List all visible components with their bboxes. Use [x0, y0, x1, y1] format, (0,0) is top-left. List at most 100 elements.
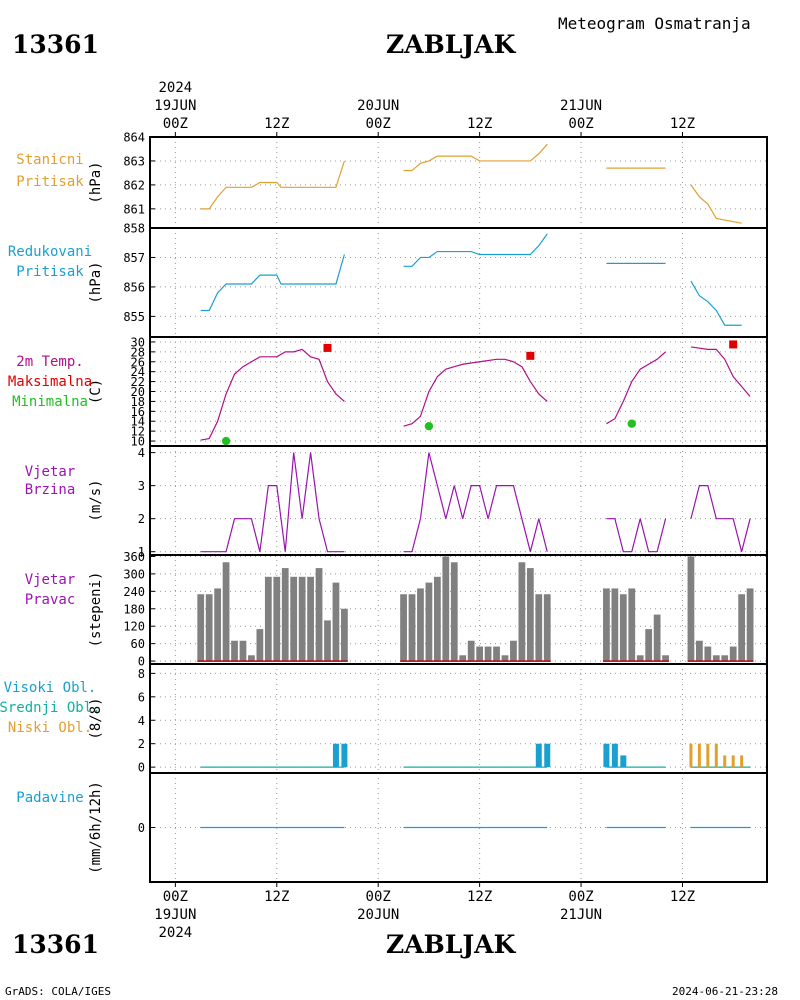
series-line: [606, 518, 667, 553]
max-temp-marker: [323, 343, 332, 352]
panel-frame: [149, 136, 768, 229]
panel-label: Padavine: [16, 790, 83, 806]
y-tick-label: 1: [138, 545, 145, 559]
series-line: [690, 184, 742, 224]
y-axis-unit-label: (mm/6h/12h): [88, 781, 104, 874]
cloud-cover-bar: [697, 743, 701, 768]
wind-direction-bar: [408, 594, 416, 662]
y-tick-label: 0: [138, 821, 145, 835]
x-date-label-top: 20JUN: [357, 98, 399, 114]
y-tick-label: 3: [138, 479, 145, 493]
cloud-cover-bar: [341, 743, 348, 768]
wind-direction-bar: [619, 594, 627, 662]
cloud-cover-bar: [731, 755, 735, 768]
wind-direction-bar: [332, 582, 340, 662]
x-tick-label-top: 00Z: [366, 116, 391, 132]
panel-frame: [149, 336, 768, 447]
wind-direction-bar: [467, 640, 475, 662]
wind-direction-bar: [729, 646, 737, 662]
wind-direction-bar: [543, 594, 551, 662]
x-tick-label-bottom: 12Z: [670, 889, 695, 905]
x-year-label-bottom: 2024: [158, 925, 192, 941]
panel-frame: [149, 227, 768, 338]
y-tick-label: 12: [131, 425, 145, 439]
y-tick-label: 861: [123, 202, 145, 216]
wind-direction-bar: [324, 620, 331, 662]
series-line: [200, 452, 345, 553]
wind-direction-bar: [264, 576, 272, 662]
wind-direction-bar: [738, 594, 746, 662]
x-year-label-top: 2024: [158, 80, 192, 96]
series-line: [403, 452, 548, 553]
cloud-cover-bar: [723, 755, 727, 768]
wind-direction-bar: [628, 588, 636, 662]
y-tick-label: 360: [123, 550, 145, 564]
y-tick-label: 20: [131, 385, 145, 399]
wind-direction-bar: [197, 594, 205, 662]
y-tick-label: 2: [138, 737, 145, 751]
series-line: [200, 254, 345, 312]
min-temp-marker: [627, 419, 636, 428]
y-tick-label: 862: [123, 178, 145, 192]
station-id-bottom: 13361: [12, 930, 99, 959]
series-line: [200, 160, 345, 210]
panel-label: Niski Obl.: [8, 720, 92, 736]
x-date-label-top: 19JUN: [154, 98, 196, 114]
series-line: [690, 346, 751, 397]
y-tick-label: 857: [123, 251, 145, 265]
wind-direction-bar: [746, 588, 754, 662]
wind-direction-bar: [611, 588, 619, 662]
min-temp-marker: [221, 436, 231, 446]
wind-direction-bar: [248, 655, 255, 662]
x-tick-label-bottom: 00Z: [366, 889, 391, 905]
wind-direction-bar: [721, 655, 729, 662]
wind-direction-bar: [687, 556, 695, 662]
y-axis-unit-label: (m/s): [88, 479, 104, 521]
cloud-cover-bar: [620, 755, 627, 768]
panel-frame: [149, 772, 768, 883]
cloud-cover-bar: [740, 755, 744, 768]
x-date-label-top: 21JUN: [560, 98, 602, 114]
wind-direction-bar: [222, 562, 230, 662]
wind-direction-bar: [653, 614, 661, 662]
y-tick-label: 18: [131, 395, 145, 409]
wind-direction-bar: [290, 576, 298, 662]
max-temp-marker: [526, 351, 535, 360]
wind-direction-bar: [476, 646, 484, 662]
y-tick-label: 4: [138, 446, 145, 460]
x-tick-label-bottom: 12Z: [264, 889, 289, 905]
panel-label: Stanicni: [16, 152, 83, 168]
x-tick-label-top: 00Z: [568, 116, 593, 132]
y-tick-label: 8: [138, 667, 145, 681]
panel-label: Brzina: [25, 482, 76, 498]
wind-direction-bar: [636, 655, 644, 662]
x-tick-label-bottom: 00Z: [163, 889, 188, 905]
cloud-cover-bar: [714, 743, 718, 768]
y-tick-label: 2: [138, 512, 145, 526]
series-line: [403, 143, 548, 172]
y-axis-unit-label: (8/8): [88, 697, 104, 739]
y-tick-label: 0: [138, 655, 145, 669]
y-tick-label: 6: [138, 690, 145, 704]
series-line: [690, 485, 751, 552]
wind-direction-bar: [535, 594, 543, 662]
x-tick-label-top: 12Z: [670, 116, 695, 132]
wind-direction-bar: [205, 594, 213, 662]
wind-direction-bar: [400, 594, 407, 662]
wind-direction-bar: [417, 588, 424, 662]
series-line: [403, 233, 548, 267]
y-axis-unit-label: (stepeni): [88, 572, 104, 648]
y-tick-label: 120: [123, 620, 145, 634]
wind-direction-bar: [603, 588, 610, 662]
series-line: [606, 351, 666, 425]
meteogram-title: Meteogram Osmatranja: [558, 14, 751, 33]
y-axis-unit-label: (C): [88, 379, 104, 404]
max-temp-marker: [729, 340, 738, 349]
y-tick-label: 30: [131, 335, 145, 349]
panel-label: Pritisak: [16, 264, 84, 280]
cloud-cover-bar: [706, 743, 710, 768]
wind-direction-bar: [459, 655, 467, 662]
panel-label: Srednji Obl.: [0, 700, 101, 716]
wind-direction-bar: [712, 655, 720, 662]
cloud-cover-bar: [603, 743, 610, 768]
